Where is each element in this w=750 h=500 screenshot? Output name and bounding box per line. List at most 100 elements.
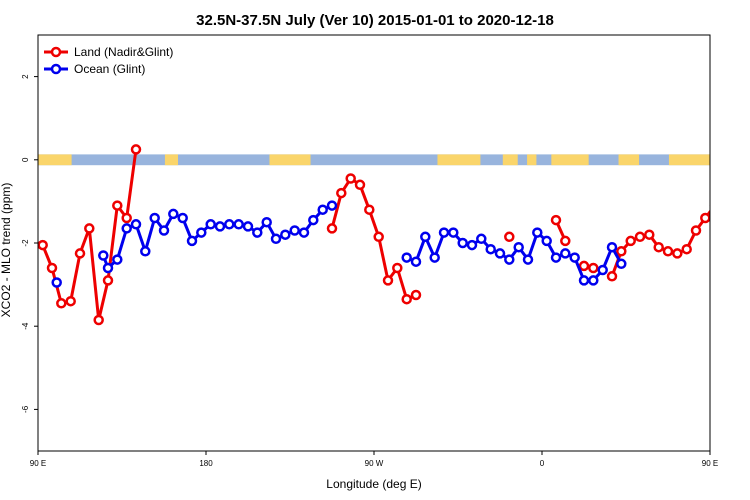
- data-point: [233, 219, 244, 230]
- data-point: [513, 241, 524, 253]
- data-point: [205, 219, 216, 230]
- data-point: [177, 212, 188, 224]
- data-point: [504, 231, 515, 243]
- data-point: [410, 256, 422, 267]
- data-point: [74, 248, 86, 259]
- data-point: [140, 246, 151, 257]
- data-point: [653, 241, 664, 253]
- y-tick-label: 2: [21, 74, 30, 79]
- data-point: [690, 225, 702, 236]
- data-point: [634, 231, 646, 243]
- data-point: [196, 227, 207, 238]
- series-land: [38, 144, 747, 326]
- data-point: [56, 298, 67, 309]
- data-point: [130, 219, 142, 230]
- data-point: [729, 241, 737, 249]
- data-point: [569, 252, 580, 263]
- data-point: [662, 246, 674, 257]
- data-point: [98, 250, 109, 261]
- data-point: [457, 237, 468, 249]
- data-point: [541, 235, 552, 247]
- data-point: [214, 221, 226, 232]
- series-line: [330, 177, 417, 301]
- data-point: [121, 223, 132, 234]
- plot-area: [38, 144, 747, 326]
- land-band-segment: [502, 154, 518, 166]
- data-point: [298, 227, 310, 238]
- legend-marker-land: [50, 46, 62, 58]
- data-point: [186, 235, 198, 247]
- x-tick-label: 0: [540, 459, 545, 468]
- data-point: [578, 260, 590, 272]
- y-tick-label: -6: [21, 405, 30, 413]
- data-point: [354, 179, 366, 191]
- series-ocean: [51, 200, 742, 288]
- x-tick-label: 180: [199, 459, 213, 468]
- data-point: [720, 216, 728, 224]
- land-band-segment: [551, 154, 589, 166]
- data-point: [84, 223, 95, 234]
- surface-band: [38, 154, 710, 166]
- data-point: [121, 212, 132, 224]
- data-point: [448, 227, 459, 238]
- data-point: [336, 187, 347, 199]
- data-point: [270, 233, 282, 245]
- data-point: [51, 277, 62, 288]
- data-point: [38, 239, 48, 251]
- data-point: [382, 275, 394, 286]
- data-point: [438, 227, 450, 238]
- series-line: [41, 149, 138, 322]
- data-point: [560, 248, 571, 259]
- data-point: [401, 293, 412, 305]
- legend: Land (Nadir&Glint) Ocean (Glint): [44, 45, 173, 76]
- data-point: [326, 223, 338, 234]
- data-point: [420, 231, 431, 243]
- data-point: [550, 214, 562, 226]
- y-tick-label: 0: [21, 157, 30, 162]
- data-point: [560, 235, 571, 247]
- data-point: [532, 227, 543, 238]
- data-point: [102, 275, 114, 286]
- legend-marker-ocean: [50, 63, 62, 75]
- land-band-segment: [618, 154, 640, 166]
- data-point: [606, 241, 618, 253]
- data-point: [373, 231, 384, 243]
- data-point: [672, 248, 683, 259]
- data-point: [588, 275, 599, 286]
- data-point: [625, 235, 636, 247]
- data-point: [46, 262, 58, 274]
- data-point: [616, 246, 627, 257]
- land-band-segment: [668, 154, 710, 166]
- data-point: [739, 264, 747, 272]
- data-point: [734, 279, 742, 287]
- y-tick-label: -4: [21, 322, 30, 330]
- ocean-band: [38, 154, 710, 166]
- x-tick-label: 90 E: [702, 459, 718, 468]
- series-layer: [38, 144, 747, 326]
- data-point: [102, 262, 114, 274]
- data-point: [112, 200, 123, 211]
- y-axis-label: XCO2 - MLO trend (ppm): [0, 183, 13, 318]
- data-point: [681, 243, 692, 255]
- data-point: [485, 243, 496, 255]
- data-point: [644, 229, 655, 240]
- data-point: [504, 254, 515, 265]
- data-point: [429, 252, 440, 263]
- y-axis: 2 0 -2 -4 -6: [21, 74, 38, 413]
- x-tick-label: 90 W: [365, 459, 384, 468]
- data-point: [326, 200, 338, 211]
- data-point: [252, 227, 263, 238]
- x-tick-label: 90 E: [30, 459, 46, 468]
- data-point: [709, 203, 710, 208]
- data-point: [289, 225, 300, 236]
- x-axis-label: Longitude (deg E): [326, 477, 421, 491]
- data-point: [364, 204, 375, 215]
- data-point: [224, 219, 235, 230]
- data-point: [578, 275, 590, 286]
- data-point: [606, 271, 618, 282]
- legend-label-ocean: Ocean (Glint): [74, 62, 145, 76]
- data-point: [494, 248, 506, 259]
- land-band-segment: [527, 154, 537, 166]
- data-point: [242, 221, 254, 232]
